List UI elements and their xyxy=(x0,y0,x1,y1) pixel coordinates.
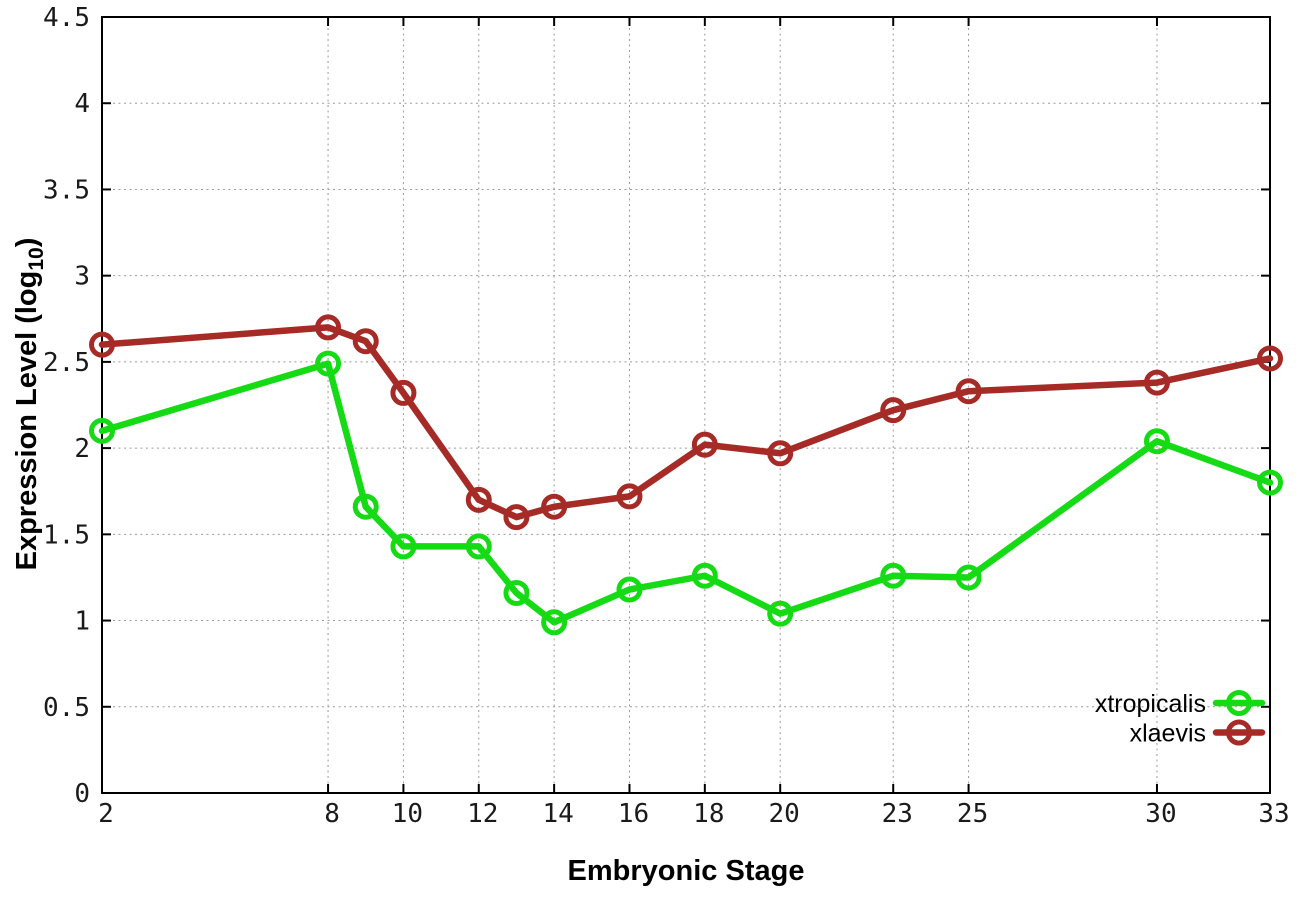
x-tick-label: 25 xyxy=(957,799,988,829)
marker-xlaevis-25 xyxy=(955,378,982,405)
legend-label-xtropicalis: xtropicalis xyxy=(1095,690,1206,718)
marker-xtropicalis-9 xyxy=(352,493,379,520)
y-tick-label: 2 xyxy=(74,434,90,464)
plot-border xyxy=(101,16,1271,794)
series-markers-xtropicalis xyxy=(89,350,1283,636)
x-tick-label: 23 xyxy=(882,799,913,829)
x-tick-label: 12 xyxy=(467,799,498,829)
marker-xtropicalis-30 xyxy=(1143,428,1170,455)
y-tick-label: 3 xyxy=(74,262,90,292)
y-tick-label: 2.5 xyxy=(43,348,90,378)
marker-xtropicalis-14 xyxy=(541,609,568,636)
marker-xlaevis-9 xyxy=(352,328,379,355)
legend-entry-xlaevis: xlaevis xyxy=(1130,719,1266,748)
legend-sample-marker-xlaevis xyxy=(1226,719,1252,746)
marker-xtropicalis-16 xyxy=(616,576,643,603)
marker-xlaevis-2 xyxy=(89,331,115,358)
tick-marks xyxy=(101,16,1271,794)
legend-entry-xtropicalis: xtropicalis xyxy=(1095,690,1266,718)
y-tick-label: 4.5 xyxy=(43,3,90,33)
marker-xtropicalis-8 xyxy=(315,350,342,377)
marker-xlaevis-30 xyxy=(1143,369,1170,396)
marker-xtropicalis-18 xyxy=(691,562,718,589)
y-tick-labels: 0 0.5 1 1.5 2 2.5 3 3.5 4 4.5 xyxy=(43,3,90,809)
y-axis-title-group: Expression Level (log10) xyxy=(11,238,48,571)
marker-xtropicalis-25 xyxy=(955,564,982,591)
marker-xlaevis-10 xyxy=(390,379,417,406)
y-tick-label: 0 xyxy=(74,779,90,809)
y-tick-label: 0.5 xyxy=(43,693,90,723)
legend-sample-marker-xtropicalis xyxy=(1226,690,1252,716)
x-tick-labels: 2 8 10 12 14 16 18 20 23 25 30 33 xyxy=(98,799,1289,829)
y-tick-label: 1.5 xyxy=(43,520,90,550)
x-tick-label: 2 xyxy=(98,799,114,829)
series-markers-xlaevis xyxy=(89,314,1283,531)
marker-xlaevis-18 xyxy=(691,431,718,458)
marker-xlaevis-23 xyxy=(880,397,907,424)
grid-lines xyxy=(102,17,1270,793)
marker-xlaevis-12 xyxy=(465,486,492,513)
x-tick-label: 10 xyxy=(392,799,423,829)
x-axis-title: Embryonic Stage xyxy=(568,855,805,887)
legend-label-xlaevis: xlaevis xyxy=(1130,720,1206,748)
marker-xtropicalis-23 xyxy=(880,562,907,589)
y-tick-label: 4 xyxy=(74,89,90,119)
marker-xlaevis-16 xyxy=(616,483,643,510)
x-tick-label: 30 xyxy=(1145,799,1176,829)
marker-xlaevis-13 xyxy=(503,504,530,531)
x-tick-label: 16 xyxy=(618,799,649,829)
marker-xtropicalis-33 xyxy=(1257,469,1283,496)
marker-xlaevis-14 xyxy=(541,493,568,520)
y-axis-title: Expression Level (log10) xyxy=(11,238,48,571)
x-tick-label: 14 xyxy=(542,799,573,829)
y-tick-label: 3.5 xyxy=(43,175,90,205)
marker-xtropicalis-12 xyxy=(465,533,492,560)
marker-xlaevis-8 xyxy=(315,314,342,341)
marker-xtropicalis-13 xyxy=(503,579,530,606)
marker-xlaevis-20 xyxy=(767,440,794,467)
marker-xlaevis-33 xyxy=(1257,345,1283,372)
x-tick-label: 33 xyxy=(1258,799,1289,829)
marker-xtropicalis-2 xyxy=(89,417,115,444)
y-tick-label: 1 xyxy=(74,607,90,637)
marker-xtropicalis-20 xyxy=(767,600,794,627)
marker-xtropicalis-10 xyxy=(390,533,417,560)
x-tick-label: 8 xyxy=(324,799,340,829)
x-tick-label: 20 xyxy=(769,799,800,829)
x-tick-label: 18 xyxy=(693,799,724,829)
